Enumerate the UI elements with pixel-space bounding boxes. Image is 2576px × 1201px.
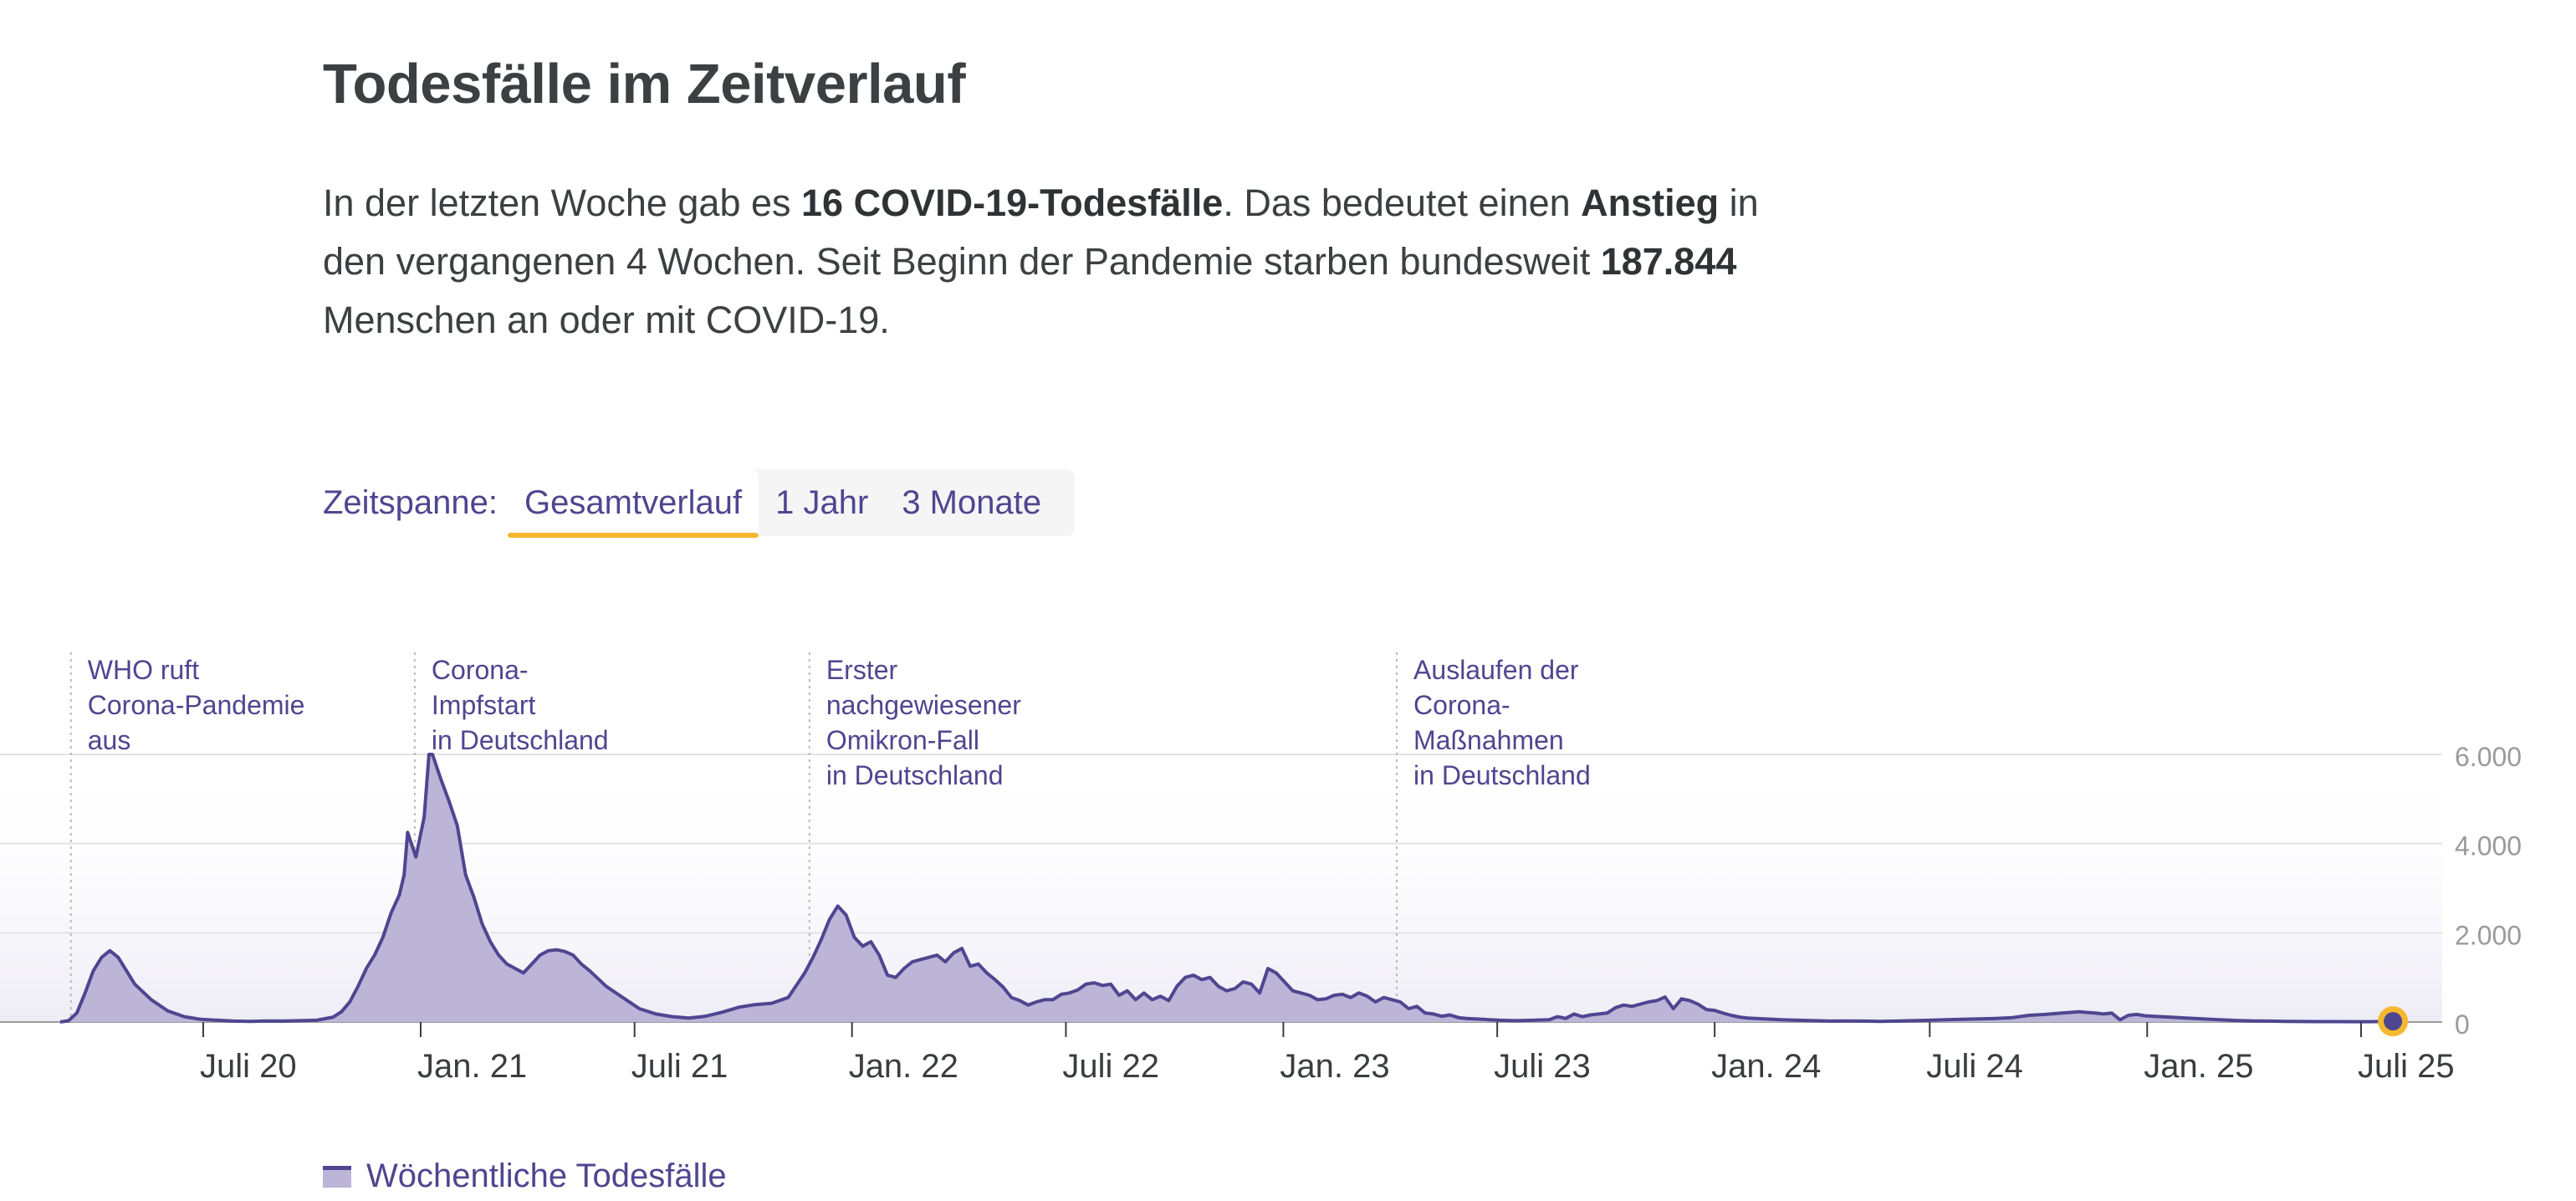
time-range-option-gesamtverlauf[interactable]: Gesamtverlauf [508, 469, 759, 538]
intro-highlight-trend: Anstieg [1581, 181, 1720, 224]
annotation-label: Corona- Impfstart in Deutschland [432, 655, 609, 755]
legend-label: Wöchentliche Todesfälle [366, 1158, 727, 1194]
x-tick-label: Jan. 21 [417, 1048, 527, 1085]
x-tick-label: Juli 22 [1062, 1048, 1159, 1085]
annotation-label: Auslaufen der Corona- Maßnahmen in Deutschl… [1413, 655, 1591, 790]
intro-highlight-deaths: 16 COVID-19-Todesfälle [801, 181, 1224, 224]
x-tick-label: Jan. 25 [2144, 1048, 2253, 1085]
intro-text-part: In der letzten Woche gab es [323, 181, 802, 224]
annotation-label-line: in Deutschland [826, 760, 1004, 790]
annotation-label-line: Omikron-Fall [826, 725, 979, 755]
page-title: Todesfälle im Zeitverlauf [323, 53, 966, 115]
annotation-label-line: Erster [826, 655, 898, 685]
series-line [59, 753, 2394, 1024]
x-tick-label: Juli 21 [631, 1048, 728, 1085]
time-range-option-3-monate[interactable]: 3 Monate [885, 469, 1058, 536]
intro-text-part: in den vergangenen 4 Wochen. Seit Beginn… [323, 181, 1759, 283]
annotation-label-line: Corona- [1413, 690, 1510, 720]
annotation-label: Erster nachgewiesener Omikron-Fall in Deuts… [826, 655, 1021, 790]
x-tick-label: Juli 24 [1926, 1048, 2023, 1085]
intro-text-part: . Das bedeutet einen [1223, 181, 1582, 224]
annotation-label-line: Impfstart [432, 690, 536, 720]
time-range-options: Gesamtverlauf 1 Jahr 3 Monate [508, 469, 1076, 538]
y-tick-label: 4.000 [2455, 831, 2522, 861]
intro-text: In der letzten Woche gab es 16 COVID-19-… [323, 174, 1795, 350]
legend-swatch [323, 1165, 351, 1188]
y-tick-label: 0 [2455, 1009, 2470, 1040]
annotation-label-line: aus [88, 725, 131, 755]
y-tick-label: 2.000 [2455, 920, 2522, 950]
annotation-label-line: in Deutschland [1413, 760, 1591, 790]
time-range-selector: Zeitspanne: Gesamtverlauf 1 Jahr 3 Monat… [323, 469, 1076, 538]
time-range-label: Zeitspanne: [323, 483, 498, 521]
latest-point-marker[interactable] [2384, 1012, 2403, 1031]
annotation-label-line: nachgewiesener [826, 690, 1021, 720]
x-tick-label: Jan. 23 [1280, 1048, 1389, 1085]
x-tick-label: Juli 20 [200, 1048, 297, 1085]
annotation-label-line: Corona-Pandemie [88, 690, 305, 720]
annotation-label-line: in Deutschland [432, 725, 609, 755]
deaths-area-chart: WHO ruft Corona-Pandemie aus Corona- Impfsta… [0, 652, 2522, 1085]
annotation-label-line: Maßnahmen [1413, 725, 1564, 755]
x-tick-label: Juli 25 [2358, 1048, 2455, 1085]
y-tick-label: 6.000 [2455, 742, 2522, 772]
intro-text-part: Menschen an oder mit COVID-19. [323, 299, 890, 341]
annotation-label-line: Auslaufen der [1413, 655, 1579, 685]
time-range-option-1-jahr[interactable]: 1 Jahr [759, 469, 885, 536]
chart-legend: Wöchentliche Todesfälle [323, 1158, 727, 1195]
annotation-label-line: WHO ruft [88, 655, 199, 685]
x-tick-label: Juli 23 [1494, 1048, 1591, 1085]
intro-highlight-total: 187.844 [1600, 240, 1737, 283]
annotation-label-line: Corona- [432, 655, 529, 685]
x-tick-label: Jan. 22 [849, 1048, 958, 1085]
x-tick-label: Jan. 24 [1711, 1048, 1821, 1085]
annotation-label: WHO ruft Corona-Pandemie aus [88, 655, 305, 755]
